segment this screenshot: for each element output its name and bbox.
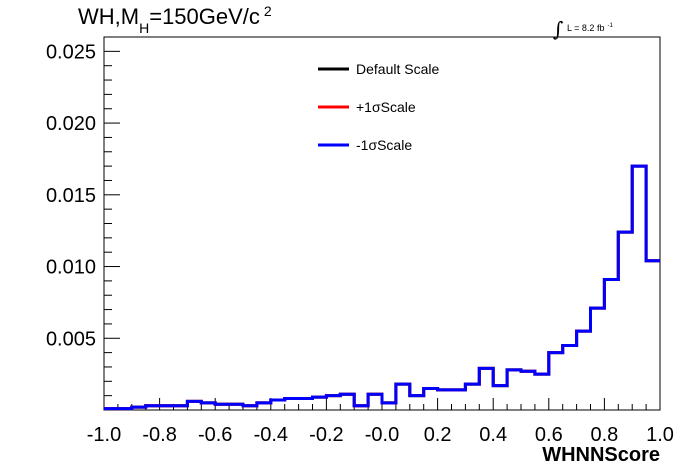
legend-label: -1σScale <box>356 137 412 153</box>
x-tick-label: -0.8 <box>142 424 176 446</box>
series-2 <box>104 164 660 411</box>
x-axis: -1.0 -0.8 -0.6 -0.4 -0.2 -0.0 0.2 0.4 0.6 0.8 1.0 <box>87 398 674 446</box>
y-tick-label: 0.025 <box>46 41 96 63</box>
x-tick-label: 0.6 <box>535 424 563 446</box>
series-0 <box>104 164 660 411</box>
chart-title-pre: WH,M <box>78 4 139 29</box>
y-tick-label: 0.005 <box>46 328 96 350</box>
plot-frame <box>103 36 661 411</box>
x-tick-label: -1.0 <box>87 424 121 446</box>
luminosity-label: L = 8.2 fb -1 <box>567 23 613 33</box>
legend-label: +1σScale <box>356 99 416 115</box>
series-line <box>104 164 660 411</box>
y-tick-label: 0.015 <box>46 185 96 207</box>
chart-title-sup: 2 <box>264 3 272 19</box>
y-axis: 0.005 0.010 0.015 0.020 0.025 <box>46 36 120 397</box>
chart-title-sub: H <box>139 20 149 36</box>
x-tick-label: -0.6 <box>198 424 232 446</box>
series-line <box>104 164 660 411</box>
series-1 <box>104 164 660 411</box>
y-tick-label: 0.010 <box>46 257 96 279</box>
y-tick-label: 0.020 <box>46 113 96 135</box>
x-tick-label: 0.4 <box>479 424 507 446</box>
integral-sign: ∫ <box>553 17 563 41</box>
luminosity-text: L = 8.2 fb <box>567 23 604 33</box>
legend: Default Scale +1σScale -1σScale <box>318 61 439 153</box>
chart-title: WH,MH=150GeV/c 2 <box>78 3 272 36</box>
x-tick-label: -0.4 <box>254 424 288 446</box>
series-line <box>104 164 660 411</box>
x-tick-label: 1.0 <box>646 424 674 446</box>
luminosity-sup: -1 <box>607 23 613 29</box>
x-tick-label: 0.2 <box>424 424 452 446</box>
x-tick-label: 0.8 <box>590 424 618 446</box>
x-axis-label: WHNNScore <box>542 444 660 466</box>
x-tick-label: -0.2 <box>309 424 343 446</box>
chart-title-post: =150GeV/c <box>149 4 260 29</box>
x-tick-label: -0.0 <box>365 424 399 446</box>
legend-label: Default Scale <box>356 61 439 77</box>
series-group <box>104 164 660 411</box>
